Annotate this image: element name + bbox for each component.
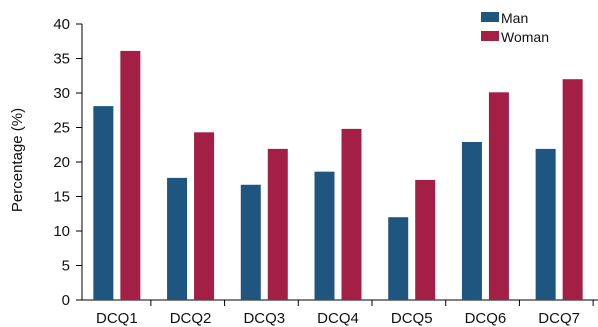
x-tick-label: DCQ3: [243, 310, 285, 327]
bar-woman-dcq2: [194, 132, 215, 300]
y-tick-label: 10: [53, 223, 70, 240]
x-tick-label: DCQ1: [96, 310, 138, 327]
y-tick-label: 5: [62, 258, 70, 275]
y-tick-label: 15: [53, 189, 70, 206]
bar-woman-dcq1: [120, 50, 141, 300]
bar-woman-dcq5: [415, 179, 436, 300]
legend-swatch-man: [481, 12, 499, 22]
bar-woman-dcq3: [267, 148, 288, 300]
bar-man-dcq6: [461, 141, 482, 300]
legend-label-man: Man: [501, 10, 528, 26]
bar-man-dcq5: [388, 217, 409, 300]
y-tick-label: 35: [53, 51, 70, 68]
y-axis-title: Percentage (%): [9, 108, 26, 212]
bar-woman-dcq4: [341, 128, 362, 300]
legend: Man Woman: [481, 10, 549, 45]
x-tick-label: DCQ6: [465, 310, 507, 327]
bar-man-dcq1: [93, 106, 114, 300]
legend-swatch-woman: [481, 31, 499, 41]
y-tick-label: 0: [62, 292, 70, 309]
y-axis-ticks: 0 5 10 15 20 25 30 35 40: [53, 16, 82, 309]
bar-woman-dcq7: [562, 79, 583, 300]
x-tick-label: DCQ2: [170, 310, 212, 327]
y-tick-label: 30: [53, 85, 70, 102]
bar-woman-dcq6: [488, 92, 509, 300]
y-tick-label: 25: [53, 120, 70, 137]
x-tick-label: DCQ4: [317, 310, 359, 327]
x-tick-label: DCQ7: [538, 310, 580, 327]
y-tick-label: 20: [53, 154, 70, 171]
x-tick-label: DCQ5: [391, 310, 433, 327]
bar-man-dcq2: [167, 177, 188, 300]
legend-label-woman: Woman: [501, 29, 549, 45]
y-tick-label: 40: [53, 16, 70, 33]
bars: [93, 50, 583, 300]
bar-man-dcq3: [240, 184, 261, 300]
bar-man-dcq7: [535, 148, 556, 300]
bar-man-dcq4: [314, 171, 335, 300]
x-axis-tick-labels: DCQ1 DCQ2 DCQ3 DCQ4 DCQ5 DCQ6 DCQ7: [96, 300, 594, 327]
